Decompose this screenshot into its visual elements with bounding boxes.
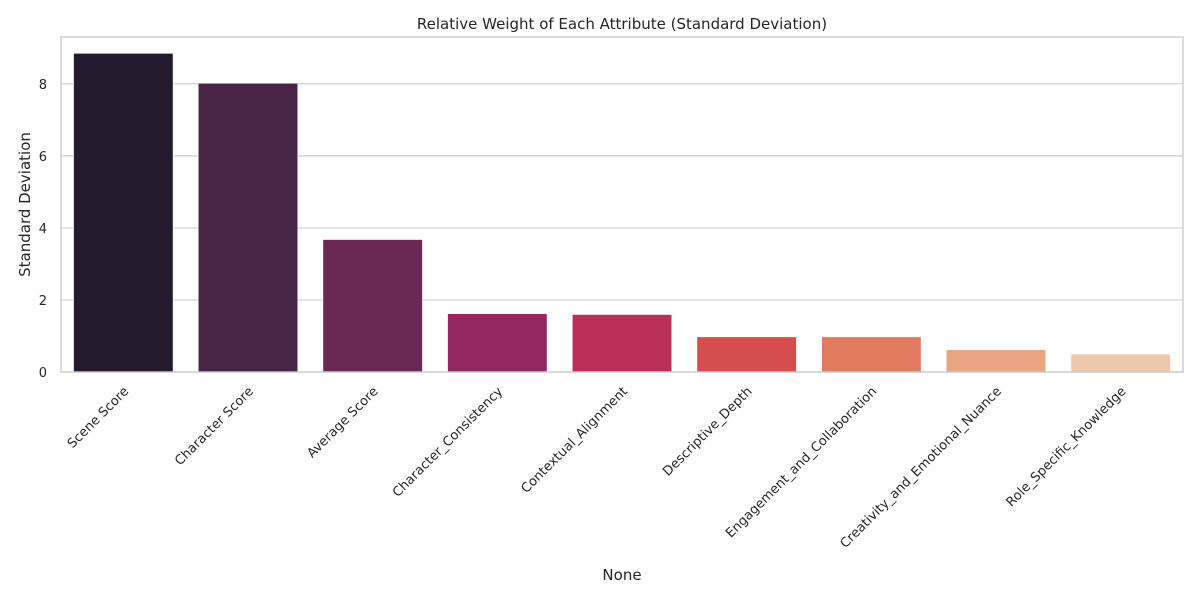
bar xyxy=(945,349,1047,373)
bar xyxy=(447,313,548,373)
bar xyxy=(197,82,299,373)
y-tick-label: 4 xyxy=(39,222,47,237)
y-tick-label: 6 xyxy=(39,150,47,165)
x-tick-label: Character Score xyxy=(172,384,257,469)
bar xyxy=(696,336,797,373)
chart-title: Relative Weight of Each Attribute (Stand… xyxy=(417,15,827,33)
x-tick-label: Role_Specific_Knowledge xyxy=(1004,384,1130,510)
x-tick-labels: Scene Score Character Score Average Score C… xyxy=(65,384,1130,551)
bar xyxy=(1070,353,1171,373)
x-tick-label: Average Score xyxy=(304,384,381,461)
y-tick-label: 2 xyxy=(39,294,47,309)
x-tick-label: Scene Score xyxy=(65,384,132,451)
y-axis-label: Standard Deviation xyxy=(16,132,34,277)
bar xyxy=(821,336,922,373)
y-tick-label: 0 xyxy=(39,366,47,381)
bar xyxy=(322,239,423,373)
plot-frame xyxy=(60,36,1184,373)
x-tick-label: Engagement_and_Collaboration xyxy=(723,384,880,541)
x-tick-label: Contextual_Alignment xyxy=(518,384,630,496)
x-tick-label: Descriptive_Depth xyxy=(660,384,755,479)
x-axis-label: None xyxy=(602,566,641,584)
bar xyxy=(571,313,673,373)
bar xyxy=(73,52,174,373)
y-tick-label: 8 xyxy=(39,78,47,93)
y-tick-labels: 0 2 4 6 8 xyxy=(39,78,47,381)
bars xyxy=(73,52,1171,373)
x-tick-label: Character_Consistency xyxy=(390,384,506,500)
